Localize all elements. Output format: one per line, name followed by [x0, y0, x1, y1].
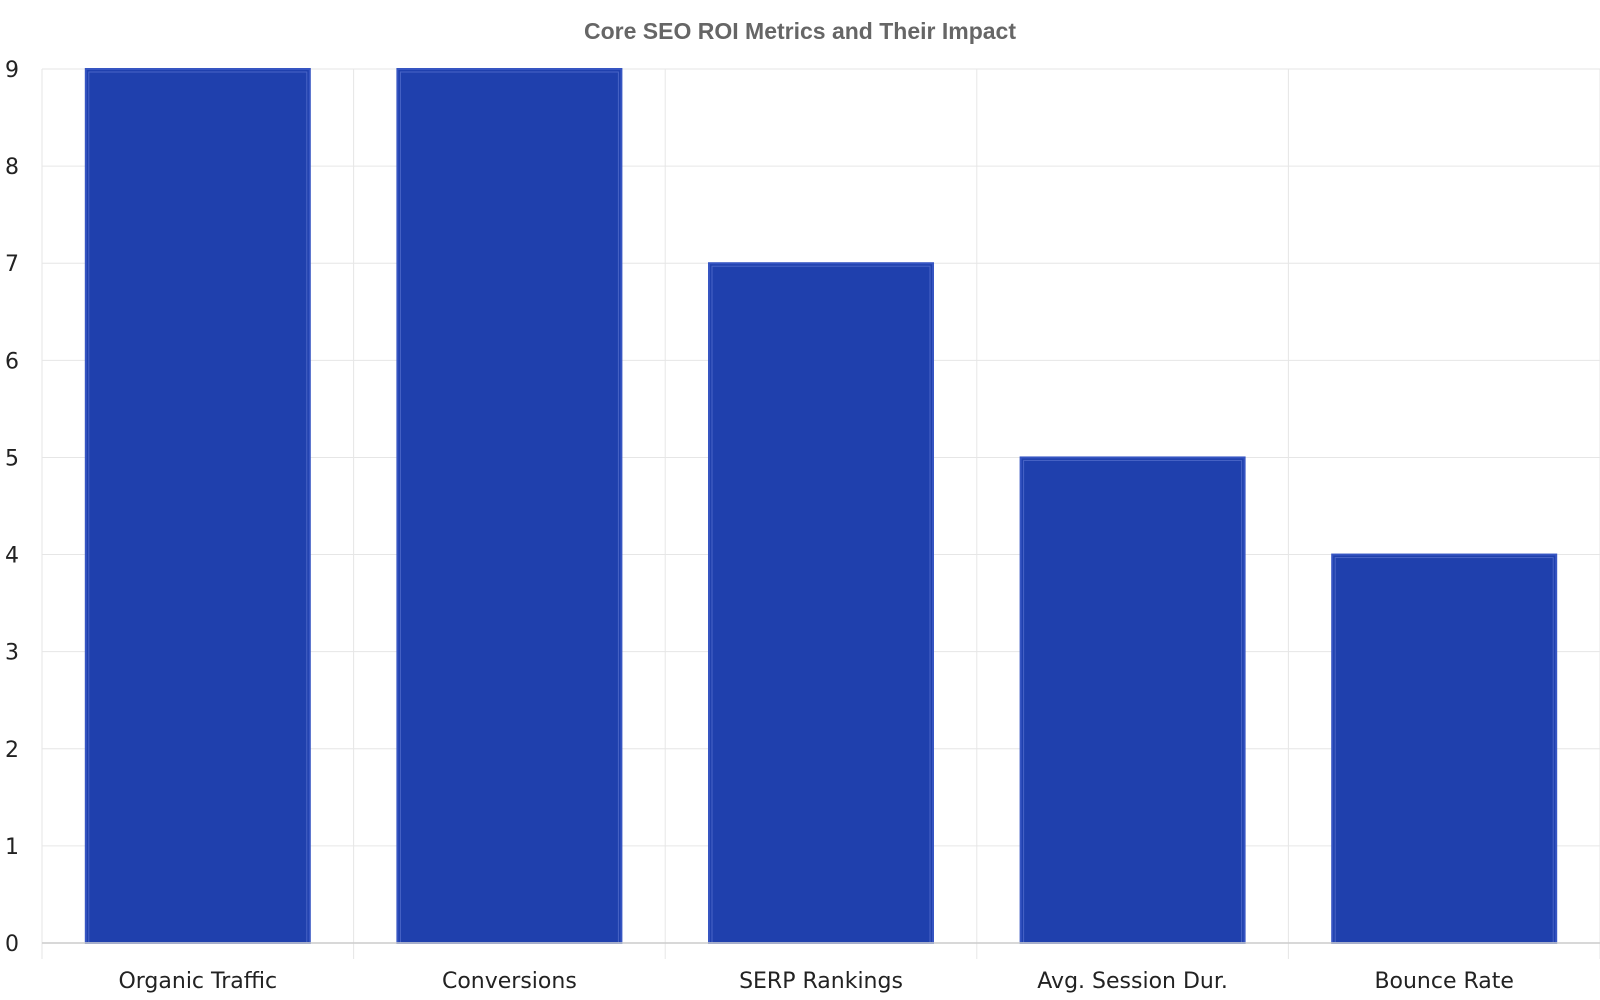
- bar: [84, 68, 311, 944]
- y-tick-label: 3: [5, 641, 19, 666]
- bar: [1331, 553, 1558, 944]
- x-tick-label: Bounce Rate: [1374, 969, 1514, 994]
- bar: [1019, 456, 1246, 944]
- bar: [708, 262, 934, 944]
- chart-title: Core SEO ROI Metrics and Their Impact: [584, 18, 1016, 44]
- y-tick-label: 2: [5, 738, 19, 763]
- bar: [396, 68, 623, 944]
- y-tick-label: 5: [5, 446, 19, 471]
- bar-layer: [84, 68, 1558, 944]
- y-tick-label: 4: [5, 544, 19, 569]
- y-tick-label: 9: [5, 58, 19, 83]
- x-tick-label: Avg. Session Dur.: [1037, 969, 1228, 994]
- x-tick-label: Conversions: [442, 969, 577, 994]
- y-tick-label: 6: [5, 349, 19, 374]
- axis-layer: 0 1 2 3 4 5 6 7 8 9 Organic Traffic Conversions SERP…: [5, 58, 1600, 994]
- y-tick-label: 0: [5, 932, 19, 957]
- y-tick-label: 8: [5, 155, 19, 180]
- x-tick-label: Organic Traffic: [118, 969, 277, 994]
- y-tick-label: 1: [5, 835, 19, 860]
- y-tick-label: 7: [5, 252, 19, 277]
- x-tick-label: SERP Rankings: [739, 969, 903, 994]
